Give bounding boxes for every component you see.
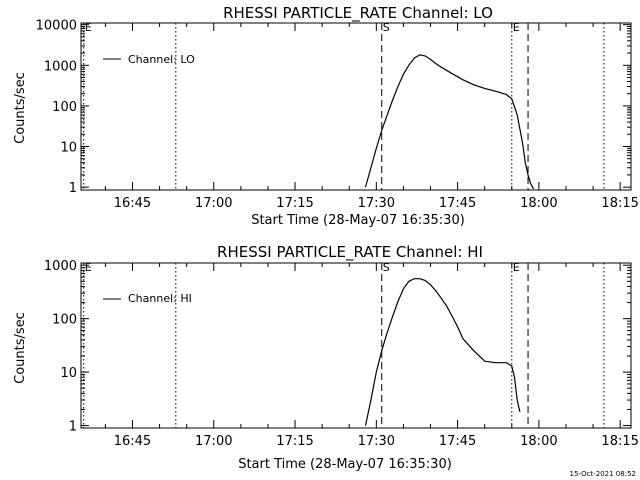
x-tick-label: 18:15 [601, 196, 638, 211]
x-axis-label: Start Time (28-May-07 16:35:30) [238, 457, 452, 472]
x-tick-label: 17:45 [439, 196, 476, 211]
y-tick-label: 1 [69, 181, 77, 196]
data-series-line [364, 278, 521, 426]
x-tick-label: 18:00 [520, 434, 557, 449]
y-tick-label: 10 [60, 141, 77, 156]
y-tick-label: 100 [52, 100, 77, 115]
x-axis-label: Start Time (28-May-07 16:35:30) [251, 213, 465, 228]
time-marker-label: E [85, 21, 92, 34]
y-tick-label: 100 [52, 313, 77, 328]
data-series-line [364, 54, 535, 190]
plot-timestamp: 15-Oct-2021 08:52 [570, 470, 636, 478]
plot-frame [80, 262, 632, 429]
time-marker-label: S [383, 21, 390, 34]
x-tick-label: 17:00 [195, 434, 232, 449]
y-tick-label: 1000 [44, 59, 77, 74]
time-marker-label: E [513, 261, 520, 274]
chart-title: RHESSI PARTICLE_RATE Channel: HI [217, 243, 483, 262]
y-axis-label: Counts/sec [13, 72, 28, 144]
chart-panel-lo: RHESSI PARTICLE_RATE Channel: LO Start T… [13, 4, 639, 228]
x-tick-label: 17:30 [358, 196, 395, 211]
y-tick-label: 1 [69, 420, 77, 435]
time-marker-label: E [513, 21, 520, 34]
y-tick-label: 10000 [36, 19, 77, 34]
x-tick-label: 18:15 [601, 434, 638, 449]
y-axis-label: Counts/sec [13, 312, 28, 384]
y-tick-label: 10 [60, 366, 77, 381]
time-marker-label: S [383, 261, 390, 274]
time-marker-label: E [85, 261, 92, 274]
x-tick-label: 18:00 [520, 196, 557, 211]
chart-panel-hi: RHESSI PARTICLE_RATE Channel: HI Start T… [13, 243, 639, 472]
legend-label: Channel: HI [128, 292, 192, 305]
x-tick-label: 17:45 [439, 434, 476, 449]
plot-frame [80, 22, 632, 191]
legend-label: Channel: LO [128, 53, 195, 66]
chart-title: RHESSI PARTICLE_RATE Channel: LO [223, 4, 493, 23]
x-tick-label: 17:15 [276, 196, 313, 211]
x-tick-label: 17:00 [195, 196, 232, 211]
x-tick-label: 16:45 [114, 196, 151, 211]
y-tick-label: 1000 [44, 259, 77, 274]
x-tick-label: 16:45 [114, 434, 151, 449]
x-tick-label: 17:30 [358, 434, 395, 449]
x-tick-label: 17:15 [276, 434, 313, 449]
